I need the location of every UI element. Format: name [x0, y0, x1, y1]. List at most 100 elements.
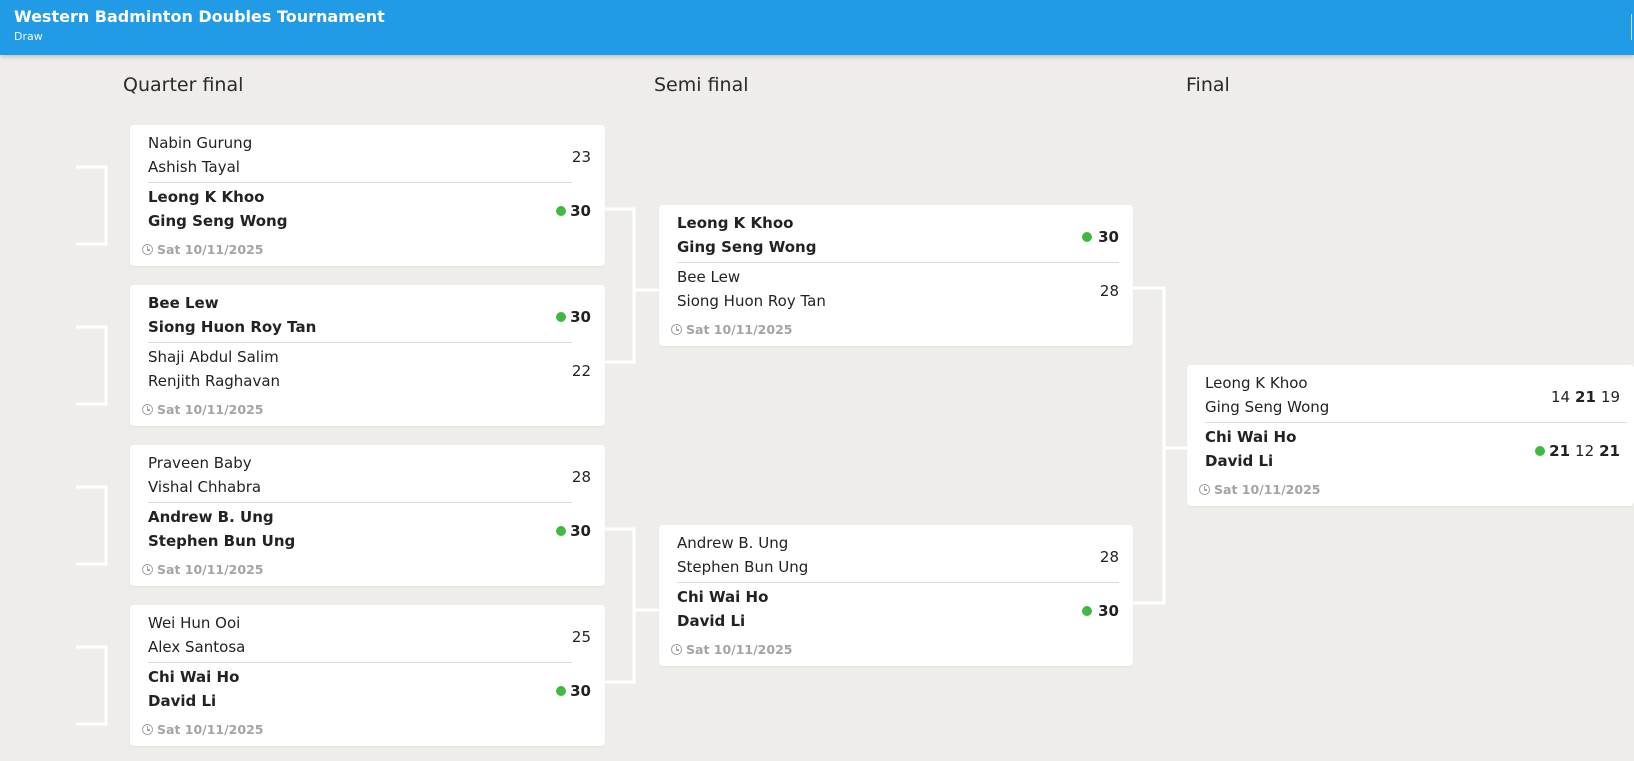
player-name: Wei Hun Ooi [148, 614, 241, 632]
match-quarter-final-3[interactable]: Praveen Baby Vishal Chhabra 28 Andrew B.… [130, 445, 605, 586]
set-score: 14 [1550, 388, 1571, 406]
player-name: Ging Seng Wong [148, 212, 288, 230]
team-top: Praveen Baby Vishal Chhabra 28 [148, 451, 591, 505]
score: 30 [1098, 228, 1119, 246]
clock-icon [671, 324, 682, 335]
player-name: Renjith Raghavan [148, 372, 281, 390]
match-quarter-final-1[interactable]: Nabin Gurung Ashish Tayal 23 Leong K Kho… [130, 125, 605, 266]
winner-dot-icon [556, 526, 566, 536]
winner-dot-icon [1535, 446, 1545, 456]
set-scores: 21 12 21 [1544, 441, 1620, 461]
round-title-final: Final [1186, 74, 1230, 96]
team-divider [677, 262, 1119, 263]
team-divider [148, 502, 572, 503]
player-name: Leong K Khoo [148, 188, 265, 206]
player-name: Chi Wai Ho [677, 588, 769, 606]
clock-icon [142, 404, 153, 415]
team-top-winner: Leong K Khoo Ging Seng Wong 30 [677, 211, 1119, 265]
player-name: Stephen Bun Ung [148, 532, 296, 550]
set-score: 21 [1575, 388, 1596, 406]
match-quarter-final-4[interactable]: Wei Hun Ooi Alex Santosa 25 Chi Wai Ho D… [130, 605, 605, 746]
team-bottom-winner: Andrew B. Ung Stephen Bun Ung 30 [148, 505, 591, 559]
player-name: Bee Lew [677, 268, 741, 286]
player-name: Leong K Khoo [1205, 374, 1308, 392]
set-score: 21 [1549, 442, 1571, 460]
team-bottom-winner: Chi Wai Ho David Li 21 12 21 [1205, 425, 1620, 479]
player-name: David Li [1205, 452, 1274, 470]
team-divider [148, 662, 572, 663]
clock-icon [671, 644, 682, 655]
player-name: Ging Seng Wong [1205, 398, 1330, 416]
team-top: Andrew B. Ung Stephen Bun Ung 28 [677, 531, 1119, 585]
match-date: Sat 10/11/2025 [142, 562, 263, 578]
score: 22 [571, 362, 591, 380]
set-score: 19 [1600, 388, 1620, 406]
team-divider [148, 342, 572, 343]
date-text: Sat 10/11/2025 [157, 722, 264, 737]
score: 30 [570, 522, 591, 540]
match-final[interactable]: Leong K Khoo Ging Seng Wong 14 21 19 Chi W… [1187, 365, 1634, 506]
clock-icon [1199, 484, 1210, 495]
page-subtitle: Draw [14, 30, 43, 43]
player-name: Ging Seng Wong [677, 238, 817, 256]
player-name: Ashish Tayal [148, 158, 240, 176]
match-semi-final-1[interactable]: Leong K Khoo Ging Seng Wong 30 Bee Lew S… [659, 205, 1133, 346]
team-bottom: Bee Lew Siong Huon Roy Tan 28 [677, 265, 1119, 319]
score: 28 [1099, 282, 1119, 300]
team-bottom: Shaji Abdul Salim Renjith Raghavan 22 [148, 345, 591, 399]
match-semi-final-2[interactable]: Andrew B. Ung Stephen Bun Ung 28 Chi Wai… [659, 525, 1133, 666]
player-name: Praveen Baby [148, 454, 252, 472]
match-date: Sat 10/11/2025 [671, 642, 792, 658]
match-date: Sat 10/11/2025 [142, 242, 263, 258]
player-name: Andrew B. Ung [148, 508, 274, 526]
player-name: David Li [677, 612, 746, 630]
player-name: Alex Santosa [148, 638, 246, 656]
winner-dot-icon [556, 312, 566, 322]
match-date: Sat 10/11/2025 [142, 402, 263, 418]
round-title-quarter-final: Quarter final [123, 74, 244, 96]
score: 28 [1099, 548, 1119, 566]
set-scores: 14 21 19 [1546, 387, 1620, 407]
team-divider [1205, 422, 1627, 423]
team-bottom-winner: Chi Wai Ho David Li 30 [677, 585, 1119, 639]
player-name: David Li [148, 692, 217, 710]
team-divider [148, 182, 572, 183]
date-text: Sat 10/11/2025 [1214, 482, 1321, 497]
team-top: Nabin Gurung Ashish Tayal 23 [148, 131, 591, 185]
score: 25 [571, 628, 591, 646]
score: 28 [571, 468, 591, 486]
team-divider [677, 582, 1119, 583]
score: 23 [571, 148, 591, 166]
set-score: 12 [1575, 442, 1595, 460]
date-text: Sat 10/11/2025 [157, 402, 264, 417]
team-top: Wei Hun Ooi Alex Santosa 25 [148, 611, 591, 665]
app-header: Western Badminton Doubles Tournament Dra… [0, 0, 1634, 55]
player-name: Bee Lew [148, 294, 219, 312]
set-score: 21 [1599, 442, 1620, 460]
player-name: Shaji Abdul Salim [148, 348, 279, 366]
player-name: Nabin Gurung [148, 134, 253, 152]
score: 30 [1098, 602, 1119, 620]
player-name: Chi Wai Ho [148, 668, 240, 686]
header-edge-divider [1631, 14, 1634, 40]
clock-icon [142, 724, 153, 735]
match-date: Sat 10/11/2025 [1199, 482, 1320, 498]
round-title-semi-final: Semi final [654, 74, 749, 96]
winner-dot-icon [556, 686, 566, 696]
score: 30 [570, 682, 591, 700]
team-bottom-winner: Leong K Khoo Ging Seng Wong 30 [148, 185, 591, 239]
tournament-title: Western Badminton Doubles Tournament [14, 7, 385, 26]
player-name: Vishal Chhabra [148, 478, 262, 496]
date-text: Sat 10/11/2025 [686, 322, 793, 337]
score: 30 [570, 308, 591, 326]
player-name: Stephen Bun Ung [677, 558, 809, 576]
match-date: Sat 10/11/2025 [671, 322, 792, 338]
team-top-winner: Bee Lew Siong Huon Roy Tan 30 [148, 291, 591, 345]
date-text: Sat 10/11/2025 [157, 562, 264, 577]
team-bottom-winner: Chi Wai Ho David Li 30 [148, 665, 591, 719]
match-quarter-final-2[interactable]: Bee Lew Siong Huon Roy Tan 30 Shaji Abdu… [130, 285, 605, 426]
team-top: Leong K Khoo Ging Seng Wong 14 21 19 [1205, 371, 1620, 425]
clock-icon [142, 564, 153, 575]
match-date: Sat 10/11/2025 [142, 722, 263, 738]
score: 30 [570, 202, 591, 220]
